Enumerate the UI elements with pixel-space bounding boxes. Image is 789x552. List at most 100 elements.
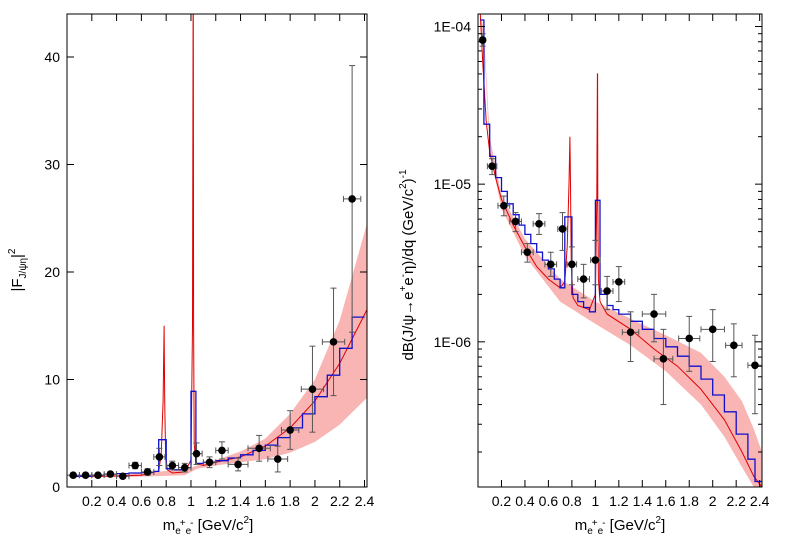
left-point-marker xyxy=(81,471,90,479)
left-point-marker xyxy=(348,195,356,203)
left-point-marker xyxy=(273,455,282,463)
right-point-marker xyxy=(626,328,635,337)
right-xlabel-sub1: e xyxy=(587,526,593,537)
left-x-tick-label: 1.6 xyxy=(256,493,276,509)
left-x-tick-label: 0.2 xyxy=(82,493,102,509)
right-point-marker xyxy=(615,278,623,286)
left-point-marker xyxy=(118,472,127,481)
left-data-point xyxy=(190,442,203,465)
left-data-point xyxy=(342,65,362,333)
right-point-marker xyxy=(511,217,520,226)
left-axes xyxy=(66,13,368,488)
left-point-marker xyxy=(143,468,152,476)
left-x-tick-label: 0.8 xyxy=(156,493,176,509)
left-ylabel-main: |F xyxy=(9,278,26,291)
left-data-points xyxy=(66,65,362,481)
right-point-marker xyxy=(546,260,555,269)
right-point-marker xyxy=(730,341,738,350)
right-xlabel-tail: [GeV/c xyxy=(606,517,657,534)
right-ylabel-tail2: ) xyxy=(400,178,417,183)
left-ylabel-tail: | xyxy=(9,254,26,258)
left-histogram-steps xyxy=(69,316,365,477)
right-ylabel-mid: e xyxy=(400,277,417,285)
left-y-axis-label: |FJ/ψη|2 xyxy=(7,248,29,291)
right-x-tick-label: 1 xyxy=(591,493,599,509)
right-data-point xyxy=(612,266,626,303)
left-xlabel-sub1: e xyxy=(175,526,181,537)
right-histogram-steps xyxy=(480,19,762,483)
right-data-point xyxy=(653,328,674,406)
right-histogram xyxy=(480,19,762,483)
right-point-marker xyxy=(568,260,576,269)
right-tick-labels: 0.2 0.4 0.6 0.8 1 1.2 1.4 1.6 1.8 2 2.2 2.4 1E-04 1E-… xyxy=(434,18,770,509)
right-point-marker xyxy=(488,162,496,170)
left-data-point xyxy=(153,447,166,466)
left-point-marker xyxy=(168,461,177,470)
right-data-point xyxy=(478,33,487,47)
left-data-point xyxy=(300,345,325,433)
right-point-marker xyxy=(558,225,567,233)
right-data-point xyxy=(590,239,601,286)
right-x-tick-label: 2.4 xyxy=(750,493,770,509)
right-x-tick-label: 1.8 xyxy=(680,493,700,509)
left-point-marker xyxy=(234,460,242,469)
right-x-tick-label: 2.2 xyxy=(726,493,746,509)
right-ylabel-tail: η)/dq (GeV/c xyxy=(400,188,417,274)
left-y-tick-label: 0 xyxy=(52,479,60,495)
right-data-point xyxy=(509,212,522,233)
left-point-marker xyxy=(106,470,115,478)
left-point-marker xyxy=(180,463,189,472)
right-frame xyxy=(477,13,763,488)
right-panel: 0.2 0.4 0.6 0.8 1 1.2 1.4 1.6 1.8 2 2.2 2.4 1E-04 1E-… xyxy=(398,13,770,537)
left-tick-labels: 0.2 0.4 0.6 0.8 1 1.2 1.4 1.6 1.8 2 2.2 2.4 0 10 20 30 4… xyxy=(44,49,374,509)
right-data-point xyxy=(544,251,558,277)
left-x-axis-label: me+e- [GeV/c2] xyxy=(163,515,254,537)
right-ylabel-main: dB(J/ψ→e xyxy=(400,292,417,361)
right-point-marker xyxy=(478,36,487,44)
right-data-point xyxy=(557,212,568,251)
left-histogram xyxy=(69,316,365,477)
left-x-tick-label: 0.6 xyxy=(132,493,152,509)
left-xlabel-sub2: e xyxy=(186,526,192,537)
left-data-point xyxy=(202,456,217,469)
left-point-marker xyxy=(155,453,164,461)
left-point-marker xyxy=(192,449,201,458)
left-x-tick-label: 2.4 xyxy=(355,493,375,509)
right-band-area xyxy=(480,14,762,487)
left-y-tick-label: 10 xyxy=(44,372,60,388)
right-data-point xyxy=(678,315,701,372)
left-data-point xyxy=(321,287,346,397)
left-x-tick-label: 1 xyxy=(187,493,195,509)
right-data-point xyxy=(577,263,590,299)
right-x-tick-label: 1.4 xyxy=(633,493,653,509)
left-data-point xyxy=(140,468,155,476)
left-x-tick-label: 1.2 xyxy=(206,493,226,509)
right-point-marker xyxy=(591,256,600,264)
left-data-point xyxy=(128,461,142,470)
left-data-point xyxy=(227,457,249,472)
right-y-tick-label: 1E-04 xyxy=(434,18,472,34)
left-point-marker xyxy=(255,444,263,453)
left-panel: 0.2 0.4 0.6 0.8 1 1.2 1.4 1.6 1.8 2 2.2 2.4 0 10 20 30 4… xyxy=(7,13,374,537)
right-uncertainty-band xyxy=(480,14,762,487)
right-y-tick-label: 1E-06 xyxy=(434,334,472,350)
right-y-tick-label: 1E-05 xyxy=(434,176,472,192)
right-ylabel-sup3: 2 xyxy=(398,183,409,189)
right-point-marker xyxy=(603,287,611,295)
right-y-axis-label: dB(J/ψ→e+e-η)/dq (GeV/c2)-1 xyxy=(398,169,417,361)
right-x-axis-label: me+e- [GeV/c2] xyxy=(575,515,666,537)
right-data-points xyxy=(478,33,763,415)
left-point-marker xyxy=(69,471,77,479)
left-xlabel-sup3: 2 xyxy=(244,515,250,526)
right-data-point xyxy=(520,243,534,263)
left-frame xyxy=(66,13,368,488)
right-ylabel-sup1: + xyxy=(398,286,409,292)
left-data-point xyxy=(267,445,289,473)
right-xlabel-sup1: + xyxy=(592,518,598,529)
right-xlabel-main: m xyxy=(575,517,588,534)
right-point-marker xyxy=(650,310,658,318)
left-uncertainty-band xyxy=(73,223,367,478)
left-ylabel-sup: 2 xyxy=(7,248,18,254)
right-data-point xyxy=(566,246,578,286)
